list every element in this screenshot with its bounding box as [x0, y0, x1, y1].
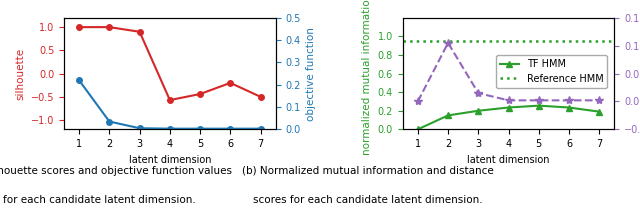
Y-axis label: silhouette: silhouette [15, 47, 25, 100]
Text: (a) Silhouette scores and objective function values: (a) Silhouette scores and objective func… [0, 166, 232, 176]
X-axis label: latent dimension: latent dimension [129, 155, 211, 165]
Line: TF HMM: TF HMM [414, 102, 603, 133]
TF HMM [474, 109, 482, 112]
Reference HMM [414, 39, 422, 42]
TF HMM [444, 114, 452, 117]
Y-axis label: normalized mutual information: normalized mutual information [362, 0, 372, 155]
TF HMM [505, 106, 513, 109]
Legend: TF HMM, Reference HMM: TF HMM, Reference HMM [495, 55, 607, 88]
Text: (b) Normalized mutual information and distance: (b) Normalized mutual information and di… [242, 166, 494, 176]
TF HMM [414, 128, 422, 131]
TF HMM [595, 110, 603, 113]
TF HMM [535, 104, 543, 107]
Y-axis label: objective function: objective function [307, 27, 316, 120]
Text: for each candidate latent dimension.: for each candidate latent dimension. [3, 195, 196, 205]
X-axis label: latent dimension: latent dimension [467, 155, 550, 165]
TF HMM [565, 106, 573, 109]
Reference HMM [384, 39, 392, 42]
Text: scores for each candidate latent dimension.: scores for each candidate latent dimensi… [253, 195, 483, 205]
